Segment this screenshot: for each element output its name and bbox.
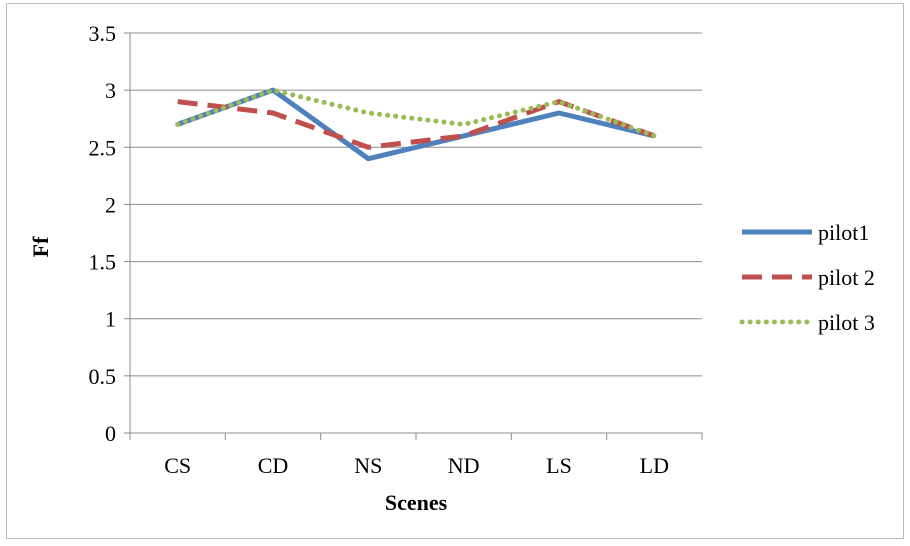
- x-tick-label: CD: [258, 453, 289, 478]
- y-tick-label: 2.5: [89, 135, 117, 160]
- x-tick-label: ND: [448, 453, 480, 478]
- axes: [124, 32, 703, 440]
- series-line-pilot-2: [177, 99, 656, 150]
- y-tick-label: 3.5: [89, 21, 117, 46]
- legend-label: pilot1: [818, 220, 869, 245]
- series-lines: [175, 87, 657, 162]
- y-tick-label: 3: [105, 78, 116, 103]
- legend-label: pilot 2: [818, 265, 875, 290]
- y-tick-label: 0.5: [89, 364, 117, 389]
- gridlines: [130, 32, 702, 377]
- legend: pilot1 pilot 2 pilot 3: [739, 220, 875, 335]
- y-tick-label: 1.5: [89, 250, 117, 275]
- y-tick-label: 0: [105, 421, 116, 446]
- legend-label: pilot 3: [818, 310, 875, 335]
- y-axis-title: Ff: [28, 236, 53, 257]
- x-tick-label: NS: [354, 453, 382, 478]
- series-line-pilot1: [176, 87, 655, 162]
- x-tick-label: LD: [640, 453, 669, 478]
- chart-frame: [6, 3, 904, 539]
- x-tick-label: CS: [164, 453, 191, 478]
- x-tick-label: LS: [546, 453, 572, 478]
- y-tick-label: 1: [105, 307, 116, 332]
- x-axis-title: Scenes: [385, 490, 448, 515]
- tick-labels: 0 0.5 1 1.5 2 2.5 3 3.5 CS CD NS ND LS LD: [89, 21, 669, 478]
- y-tick-label: 2: [105, 192, 116, 217]
